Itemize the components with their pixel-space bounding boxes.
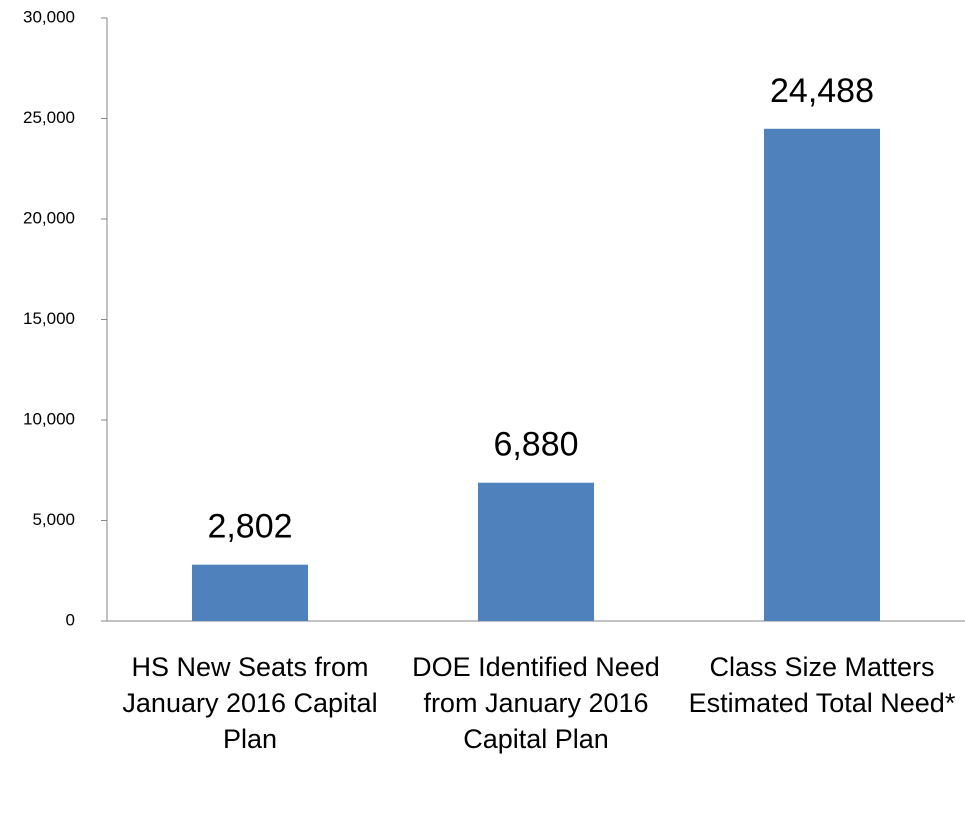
x-tick-label: Class Size Matters Estimated Total Need* [688,652,956,718]
bar [192,564,308,621]
value-label: 24,488 [770,72,874,110]
value-label: 2,802 [207,508,292,546]
y-tick-label: 15,000 [23,309,75,328]
y-tick-label: 5,000 [32,510,75,529]
x-tick-label: DOE Identified Need from January 2016 Ca… [412,652,660,754]
bar [478,482,594,621]
y-tick-label: 25,000 [23,108,75,127]
y-tick-label: 10,000 [23,409,75,428]
y-tick-label: 0 [66,610,75,629]
y-tick-label: 20,000 [23,208,75,227]
x-tick-label: HS New Seats from January 2016 Capital P… [122,652,378,754]
bar [764,128,880,621]
y-tick-label: 30,000 [23,7,75,26]
value-label: 6,880 [493,426,578,464]
